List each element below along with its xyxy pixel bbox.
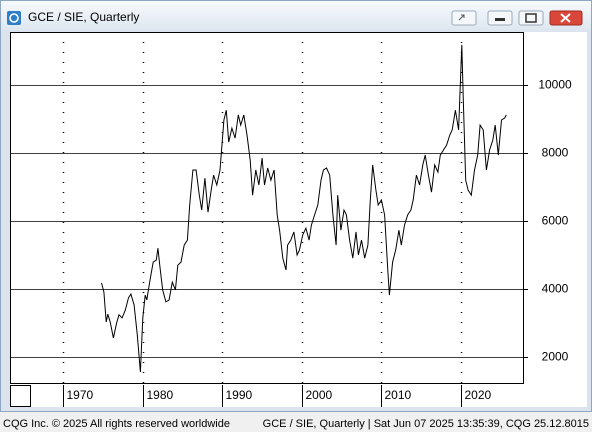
close-icon xyxy=(560,13,571,23)
x-tick-label: 1970 xyxy=(67,388,94,402)
y-tick-label: 2000 xyxy=(542,350,569,364)
link-icon xyxy=(458,14,465,21)
x-tick-label: 1980 xyxy=(147,388,174,402)
minimize-icon xyxy=(495,18,505,21)
price-line xyxy=(101,44,507,373)
chart-background xyxy=(10,32,587,407)
x-tick-label: 2000 xyxy=(306,388,333,402)
footer-right: GCE / SIE, Quarterly | Sat Jun 07 2025 1… xyxy=(263,418,589,430)
app-icon xyxy=(7,11,21,25)
corner-box xyxy=(10,385,31,407)
y-tick-label: 6000 xyxy=(542,214,569,228)
status-bar xyxy=(0,412,592,432)
x-tick-label: 1990 xyxy=(226,388,253,402)
x-tick-label: 2010 xyxy=(385,388,412,402)
app-icon-glyph xyxy=(9,13,19,23)
y-tick-label: 8000 xyxy=(542,146,569,160)
plot-border xyxy=(10,32,524,384)
restore-button[interactable] xyxy=(518,10,544,26)
y-tick-label: 4000 xyxy=(542,282,569,296)
footer-left: CQG Inc. © 2025 All rights reserved worl… xyxy=(3,418,230,430)
window-title: GCE / SIE, Quarterly xyxy=(28,10,139,24)
y-tick-label: 10000 xyxy=(538,78,572,92)
x-tick-label: 2020 xyxy=(465,388,492,402)
restore-icon xyxy=(525,13,537,23)
